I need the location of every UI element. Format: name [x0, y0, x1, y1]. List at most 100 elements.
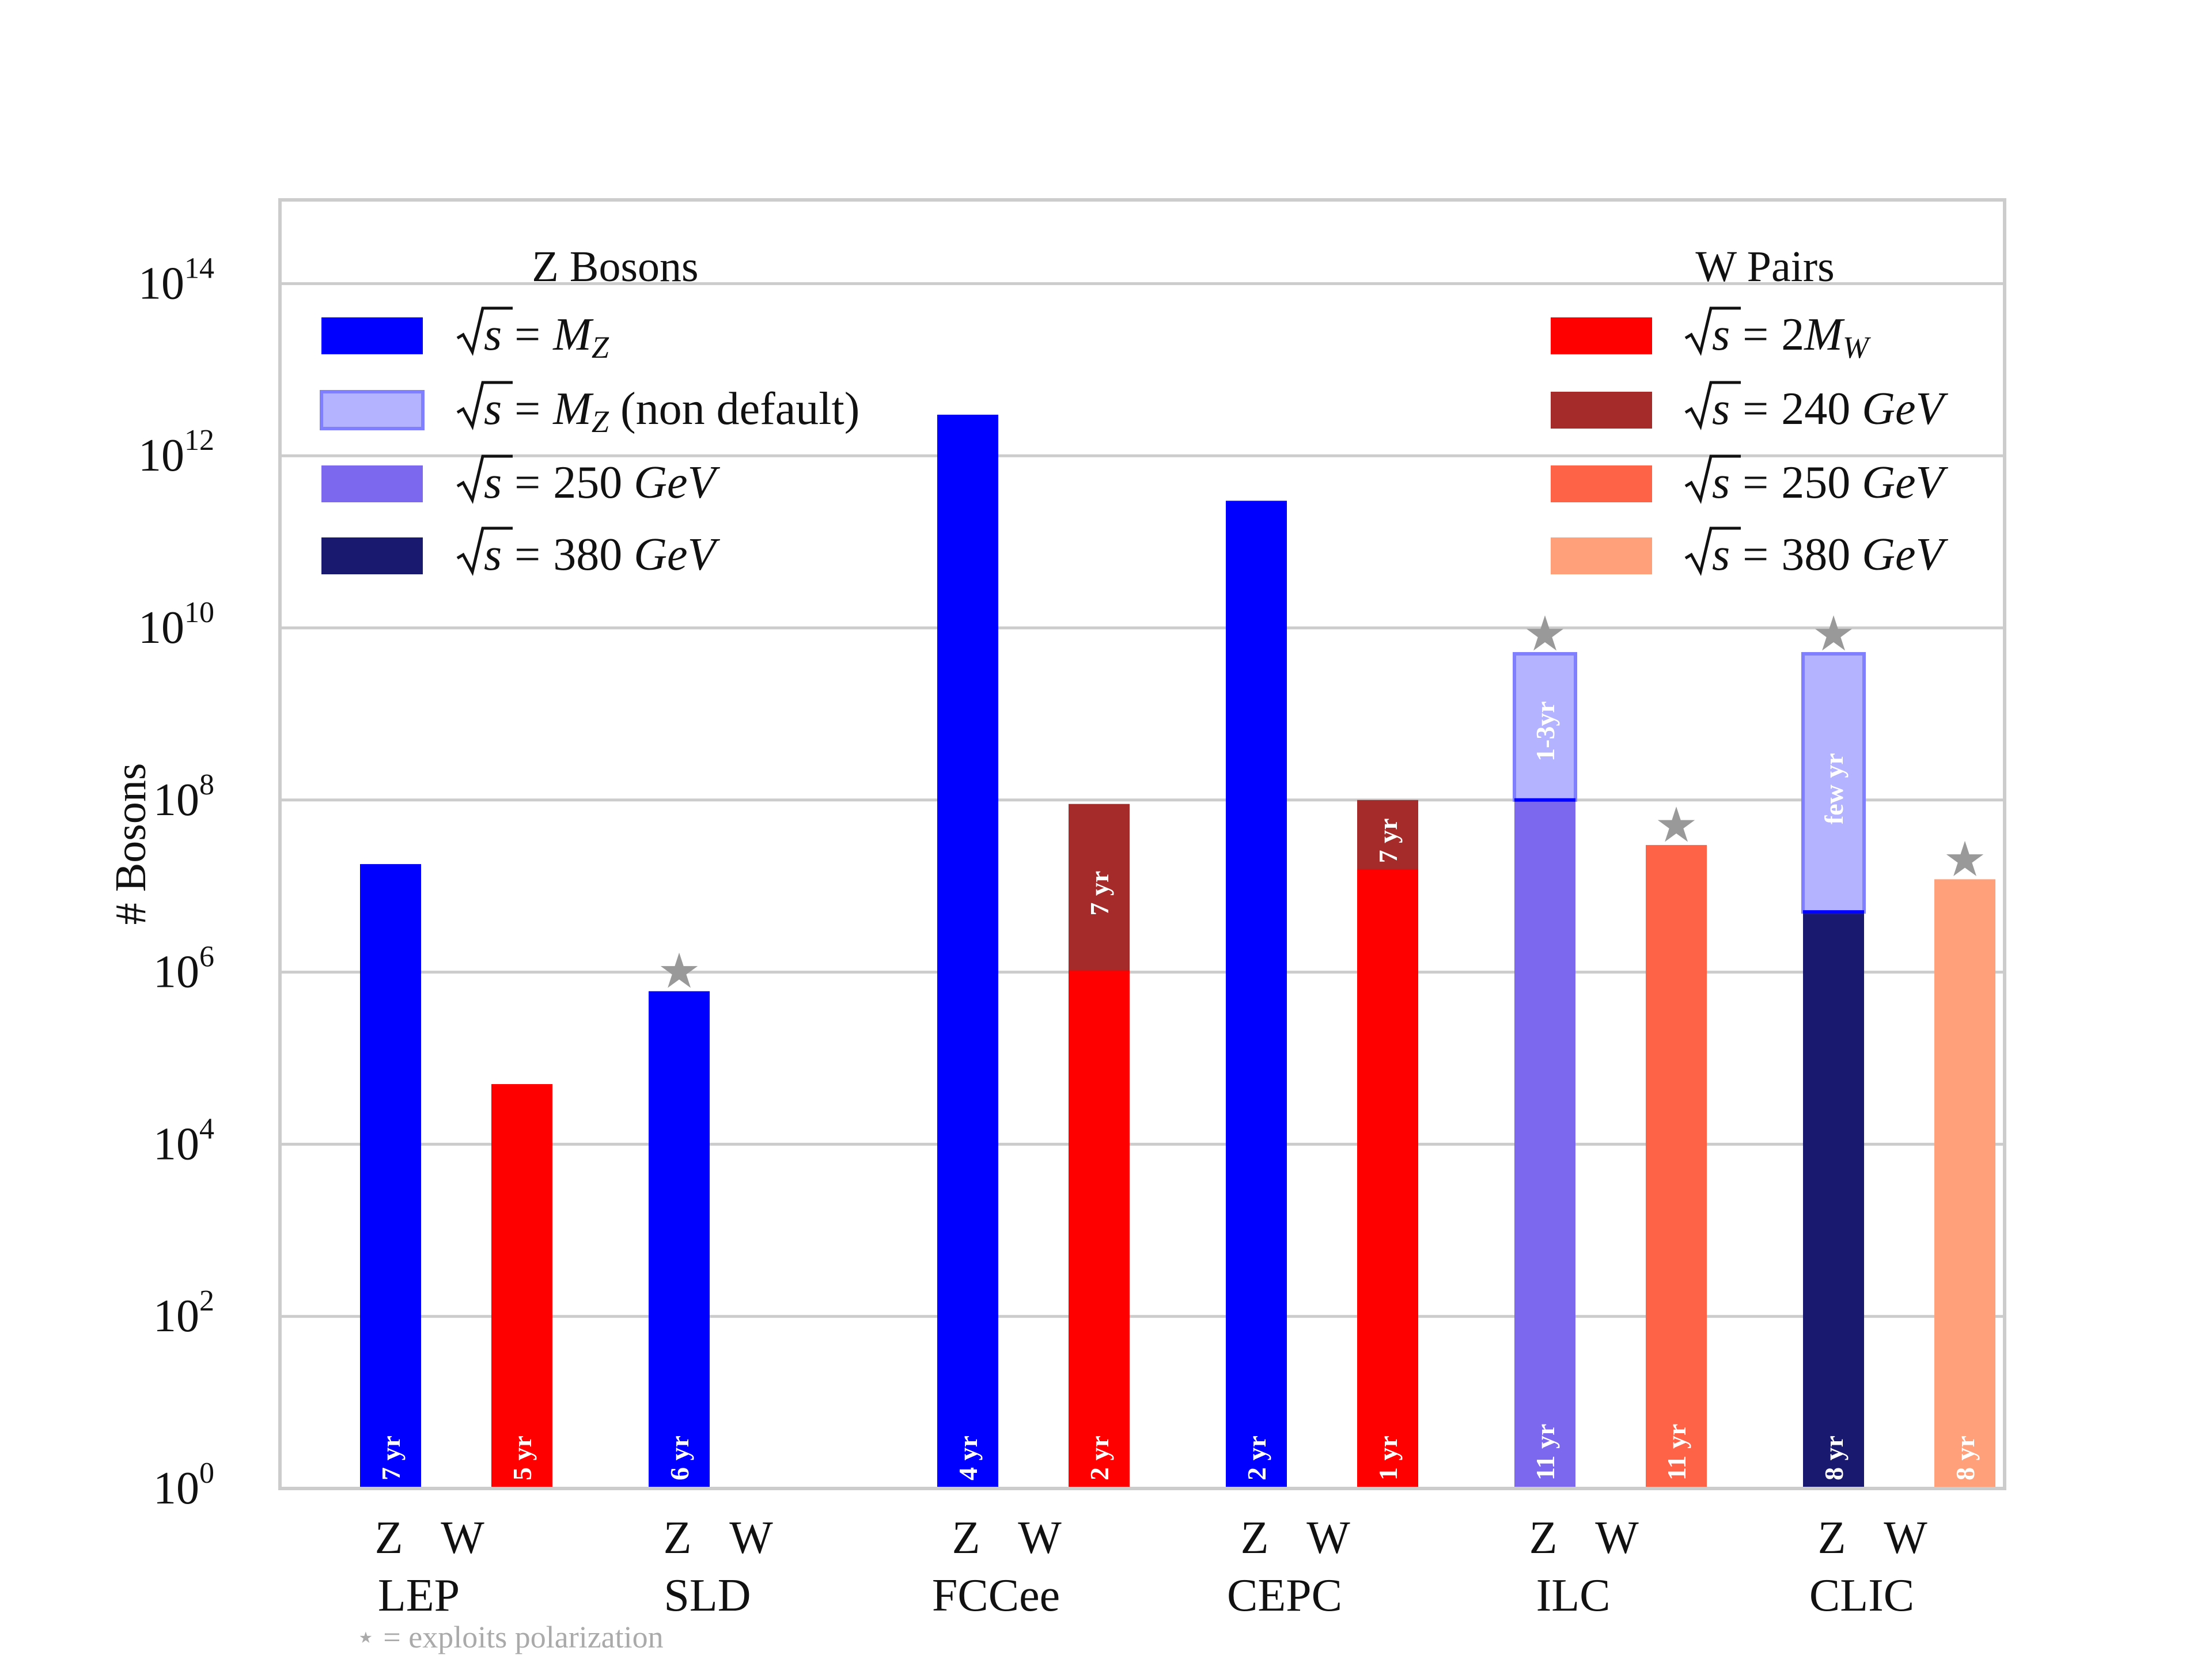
- bar-segment: [1514, 800, 1575, 1488]
- bar-lep-z: 7 yr: [360, 864, 421, 1488]
- y-tick-label: 108: [153, 768, 214, 825]
- bar-segment: [1226, 501, 1287, 1488]
- x-tick-z: Z: [664, 1513, 692, 1563]
- bar-duration-label: 1 yr: [1373, 1435, 1403, 1480]
- y-axis-title: # Bosons: [107, 763, 155, 925]
- bar-fccee-z: 4 yr: [937, 414, 998, 1488]
- bar-segment: [1801, 652, 1866, 914]
- legend-item: s = 380 GeV: [1684, 527, 1949, 580]
- bar-segment: [1069, 804, 1130, 972]
- collider-label: SLD: [664, 1570, 751, 1621]
- bar-ilc-z: 11 yr 1-3yr ★: [1513, 605, 1577, 1488]
- bar-fccee-w: 2 yr 7 yr: [1069, 804, 1130, 1488]
- y-tick-label: 1012: [138, 424, 214, 481]
- legend-item: s = MZ (non default): [456, 381, 859, 439]
- legend-z-bosons: Z Bosons s = MZ s = MZ (non default) s = 250 GeV s…: [320, 243, 859, 580]
- footnote: ⋆ = exploits polarization: [356, 1620, 664, 1654]
- legend-item: s = 250 GeV: [1684, 454, 1949, 508]
- svg-text:s=240 GeV: s = 240 GeV: [1712, 384, 1949, 434]
- legend-item: s = 380 GeV: [456, 527, 721, 580]
- x-tick-w: W: [441, 1513, 484, 1563]
- bar-segment: [649, 991, 710, 1488]
- bar-segment: [1357, 800, 1418, 871]
- legend-item: s = 250 GeV: [456, 454, 721, 508]
- bar-cepc-z: 2 yr: [1226, 501, 1287, 1488]
- bar-duration-label: few yr: [1819, 753, 1849, 824]
- y-tick-label: 106: [153, 941, 214, 998]
- bar-segment: [360, 864, 421, 1488]
- x-tick-z: Z: [1529, 1513, 1558, 1563]
- legend-item: s = 2MW: [1684, 306, 1872, 365]
- legend-swatch: [1551, 537, 1652, 574]
- svg-text:s=250 GeV: s = 250 GeV: [484, 457, 721, 508]
- legend-swatch: [321, 537, 423, 574]
- bar-clic-w: 8 yr ★: [1934, 831, 1995, 1488]
- x-tick-z: Z: [952, 1513, 980, 1563]
- bar-duration-label: 7 yr: [1085, 871, 1114, 916]
- legend-swatch: [320, 390, 425, 430]
- polarization-star-icon: ★: [1654, 797, 1698, 853]
- bar-segment: [1069, 972, 1130, 1488]
- bar-duration-label: 11 yr: [1662, 1424, 1691, 1480]
- y-tick-label: 100: [153, 1457, 214, 1514]
- bar-duration-label: 4 yr: [953, 1435, 983, 1480]
- polarization-star-icon: ★: [1523, 605, 1566, 662]
- legend-swatch: [1551, 392, 1652, 429]
- bar-duration-label: 8 yr: [1819, 1435, 1849, 1480]
- plot-area: [280, 200, 2005, 1488]
- legend-item: s = MZ: [456, 306, 609, 365]
- y-tick-label: 1014: [138, 252, 214, 309]
- legend-swatch: [1551, 317, 1652, 354]
- bar-duration-label: 5 yr: [507, 1435, 537, 1480]
- bar-duration-label: 7 yr: [376, 1435, 406, 1480]
- polarization-star-icon: ★: [1943, 831, 1986, 887]
- legend-swatch: [1551, 465, 1652, 502]
- y-tick-label: 102: [153, 1285, 214, 1342]
- bars: 7 yr 5 yr 6 yr ★ 4 yr 2 yr 7 yr 2 yr 1 yr 7 yr 11 …: [360, 414, 1995, 1488]
- bar-duration-label: 6 yr: [665, 1435, 694, 1480]
- collider-label: ILC: [1536, 1570, 1611, 1621]
- y-axis-ticks: 100 102 104 106 108 1010 1012 1014: [138, 252, 214, 1514]
- collider-label: LEP: [378, 1570, 460, 1621]
- y-tick-label: 104: [153, 1112, 214, 1169]
- legend-w-pairs: W Pairs s = 2MW s = 240 GeV s = 250 GeV s = 380 GeV: [1551, 243, 1949, 580]
- legend-swatch: [321, 317, 423, 354]
- plot-frame: [278, 198, 2006, 1490]
- bar-clic-z: 8 yr few yr ★: [1801, 605, 1866, 1488]
- legend-swatch: [321, 465, 423, 502]
- collider-label: CLIC: [1809, 1570, 1914, 1621]
- collider-label: FCCee: [932, 1570, 1060, 1621]
- y-tick-label: 1010: [138, 596, 214, 653]
- svg-text:s=2MW: s = 2MW: [1712, 309, 1872, 365]
- x-tick-w: W: [1306, 1513, 1350, 1563]
- svg-text:s=250 GeV: s = 250 GeV: [1712, 457, 1949, 508]
- bar-lep-w: 5 yr: [491, 1084, 552, 1488]
- bar-segment: [491, 1084, 552, 1488]
- x-tick-w: W: [1018, 1513, 1062, 1563]
- bar-segment: [1803, 912, 1864, 1488]
- legend-title: W Pairs: [1695, 243, 1834, 291]
- x-tick-z: Z: [375, 1513, 403, 1563]
- bar-segment: [937, 414, 998, 1488]
- bar-segment: [1934, 879, 1995, 1488]
- bar-cepc-w: 1 yr 7 yr: [1357, 800, 1418, 1488]
- collider-label: CEPC: [1227, 1570, 1342, 1621]
- bar-duration-label: 2 yr: [1242, 1435, 1271, 1480]
- polarization-star-icon: ★: [657, 943, 700, 999]
- svg-text:s=380 GeV: s = 380 GeV: [484, 529, 721, 580]
- legend-item: s = 240 GeV: [1684, 381, 1949, 434]
- svg-text:s=380 GeV: s = 380 GeV: [1712, 529, 1949, 580]
- bar-ilc-w: 11 yr ★: [1646, 797, 1707, 1488]
- bar-duration-label: 1-3yr: [1531, 701, 1560, 762]
- legend-title: Z Bosons: [532, 243, 698, 291]
- x-tick-w: W: [1595, 1513, 1639, 1563]
- bar-sld-z: 6 yr ★: [649, 943, 710, 1488]
- x-tick-z: Z: [1241, 1513, 1269, 1563]
- svg-text:s=MZ: s = MZ: [484, 309, 609, 365]
- bar-segment: [1357, 870, 1418, 1488]
- svg-text:s=MZ (non default): s = MZ (non default): [484, 384, 859, 439]
- x-tick-w: W: [1884, 1513, 1927, 1563]
- bar-duration-label: 2 yr: [1085, 1435, 1114, 1480]
